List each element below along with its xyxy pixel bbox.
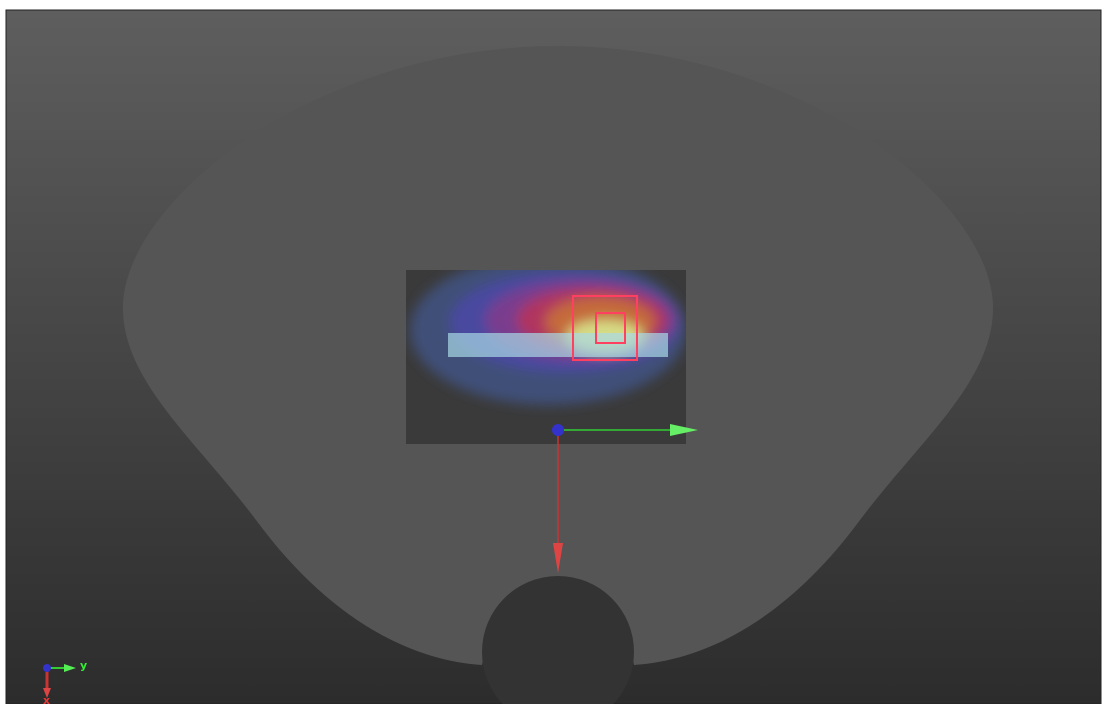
origin-sphere — [552, 424, 564, 436]
selection-box-inner — [595, 312, 626, 344]
indicator-y-label: y — [80, 659, 87, 672]
indicator-x-cone — [43, 688, 51, 698]
indicator-y-cone — [64, 664, 76, 672]
tool-disc — [482, 576, 634, 709]
axis-indicator: y x — [43, 659, 87, 707]
scan-bar — [448, 333, 668, 357]
y-axis-cone — [670, 424, 698, 436]
heatmap-blobs — [410, 270, 686, 405]
indicator-origin — [43, 664, 51, 672]
x-axis-cone — [553, 543, 563, 573]
selection-box — [572, 295, 638, 361]
indicator-x-label: x — [43, 694, 50, 705]
